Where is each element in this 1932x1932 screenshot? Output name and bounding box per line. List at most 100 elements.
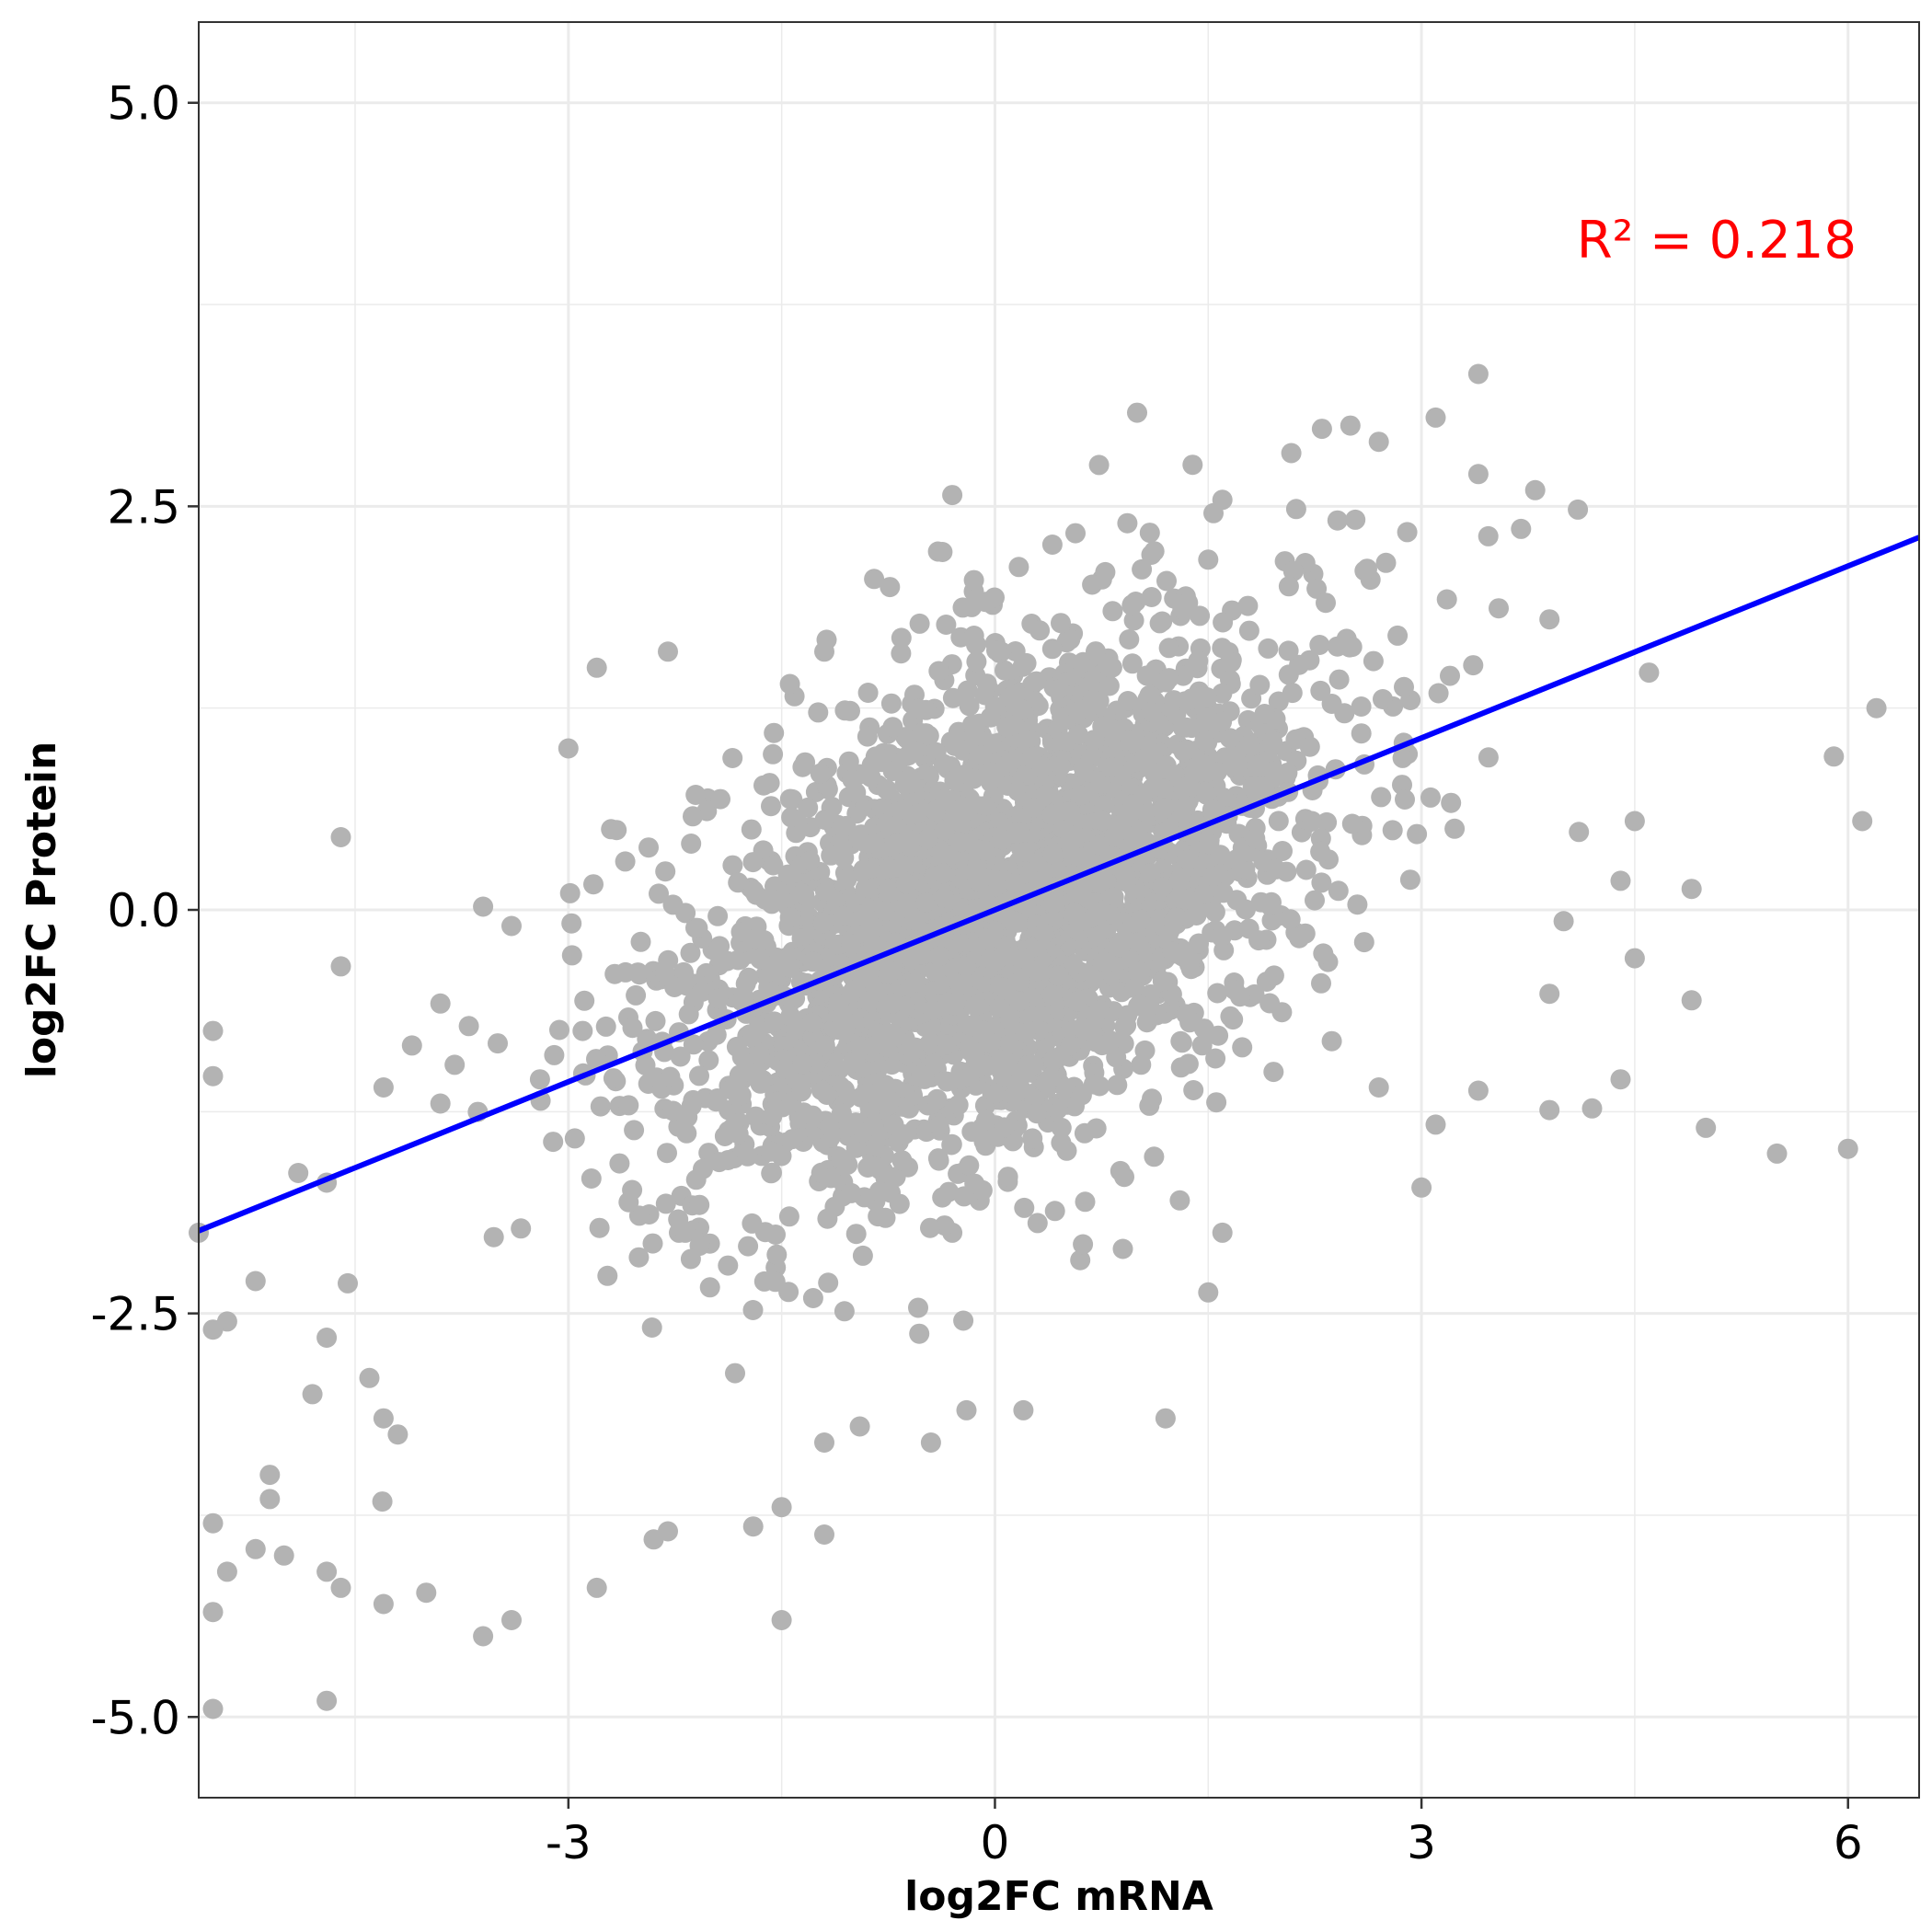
data-point: [953, 1186, 974, 1207]
data-point: [1221, 651, 1242, 673]
data-point: [1375, 552, 1397, 573]
data-point: [586, 1049, 606, 1070]
data-point: [1539, 983, 1560, 1005]
data-point: [1407, 823, 1428, 845]
data-point: [1098, 675, 1120, 696]
data-point: [722, 748, 743, 768]
data-point: [1106, 1047, 1127, 1068]
data-point: [1568, 499, 1589, 520]
data-point: [841, 934, 861, 955]
data-point: [762, 1162, 782, 1183]
data-point: [1837, 1138, 1858, 1159]
data-point: [1027, 1103, 1047, 1124]
data-point: [831, 1102, 852, 1123]
data-point: [430, 1093, 451, 1114]
data-point: [1027, 1213, 1048, 1234]
data-point: [845, 1224, 867, 1245]
data-point: [1444, 818, 1466, 839]
data-point: [862, 1036, 883, 1057]
y-tick-label: -2.5: [90, 1288, 180, 1341]
data-point: [574, 990, 595, 1011]
data-point: [763, 855, 784, 876]
data-point: [996, 717, 1018, 738]
data-point: [1394, 676, 1414, 697]
data-point: [1197, 687, 1217, 707]
data-point: [808, 702, 829, 723]
data-point: [782, 1129, 803, 1150]
data-point: [1144, 1146, 1165, 1167]
data-point: [963, 626, 984, 646]
data-point: [1395, 789, 1415, 810]
data-point: [944, 995, 965, 1016]
data-point: [657, 1143, 677, 1164]
data-point: [1042, 1051, 1064, 1072]
data-point: [622, 1018, 643, 1039]
data-point: [1074, 758, 1094, 779]
data-point: [814, 1432, 834, 1453]
data-point: [875, 1207, 896, 1228]
data-point: [615, 851, 636, 872]
data-point: [1353, 932, 1374, 953]
data-point: [1866, 697, 1887, 719]
data-point: [984, 950, 1006, 972]
data-point: [933, 753, 954, 775]
data-point: [892, 855, 914, 876]
data-point: [1101, 657, 1122, 678]
data-point: [814, 810, 835, 830]
data-point: [975, 592, 996, 613]
data-point: [1173, 777, 1194, 799]
data-point: [683, 1034, 704, 1055]
data-point: [706, 1091, 727, 1112]
data-point: [1441, 792, 1462, 813]
data-point: [1345, 509, 1366, 530]
data-point: [1181, 688, 1202, 709]
data-point: [1212, 1222, 1233, 1243]
data-point: [1467, 464, 1489, 485]
data-point: [1006, 912, 1028, 933]
data-point: [1130, 995, 1151, 1016]
data-point: [1026, 671, 1047, 692]
data-point: [676, 1122, 697, 1144]
data-point: [1041, 535, 1063, 555]
data-point: [1152, 799, 1173, 821]
x-tick-label: 0: [981, 1816, 1010, 1869]
data-point: [976, 673, 997, 695]
data-point: [1368, 1077, 1389, 1098]
data-point: [1055, 1079, 1076, 1100]
data-point: [1206, 1092, 1227, 1113]
data-point: [1280, 909, 1301, 930]
data-point: [202, 1698, 224, 1719]
data-point: [1248, 754, 1270, 776]
data-point: [511, 1218, 532, 1239]
regression-line: [197, 535, 1921, 1234]
data-point: [778, 1206, 799, 1227]
x-tick-label: 6: [1834, 1816, 1863, 1869]
data-point: [1035, 1073, 1056, 1093]
data-point: [738, 1236, 759, 1257]
data-point: [936, 615, 957, 635]
data-point: [1090, 775, 1111, 796]
y-tick-label: -5.0: [90, 1691, 180, 1744]
data-point: [882, 717, 903, 738]
data-point: [416, 1582, 437, 1604]
data-point: [302, 1384, 323, 1405]
data-point: [1178, 1053, 1199, 1075]
data-point: [1117, 512, 1138, 534]
data-point: [1112, 1238, 1133, 1259]
data-point: [372, 1491, 393, 1512]
data-point: [1624, 948, 1645, 969]
data-point: [316, 1561, 338, 1582]
data-point: [1175, 889, 1196, 910]
data-point: [1295, 859, 1317, 880]
data-point: [1041, 638, 1063, 660]
data-point: [626, 984, 647, 1006]
data-point: [834, 1301, 855, 1322]
data-point: [816, 629, 837, 650]
data-point: [1189, 933, 1209, 954]
data-point: [857, 726, 878, 747]
data-point: [649, 883, 669, 904]
y-tick-label: 5.0: [107, 77, 180, 131]
data-point: [1114, 1017, 1135, 1038]
data-point: [792, 756, 813, 777]
data-point: [1387, 625, 1409, 646]
